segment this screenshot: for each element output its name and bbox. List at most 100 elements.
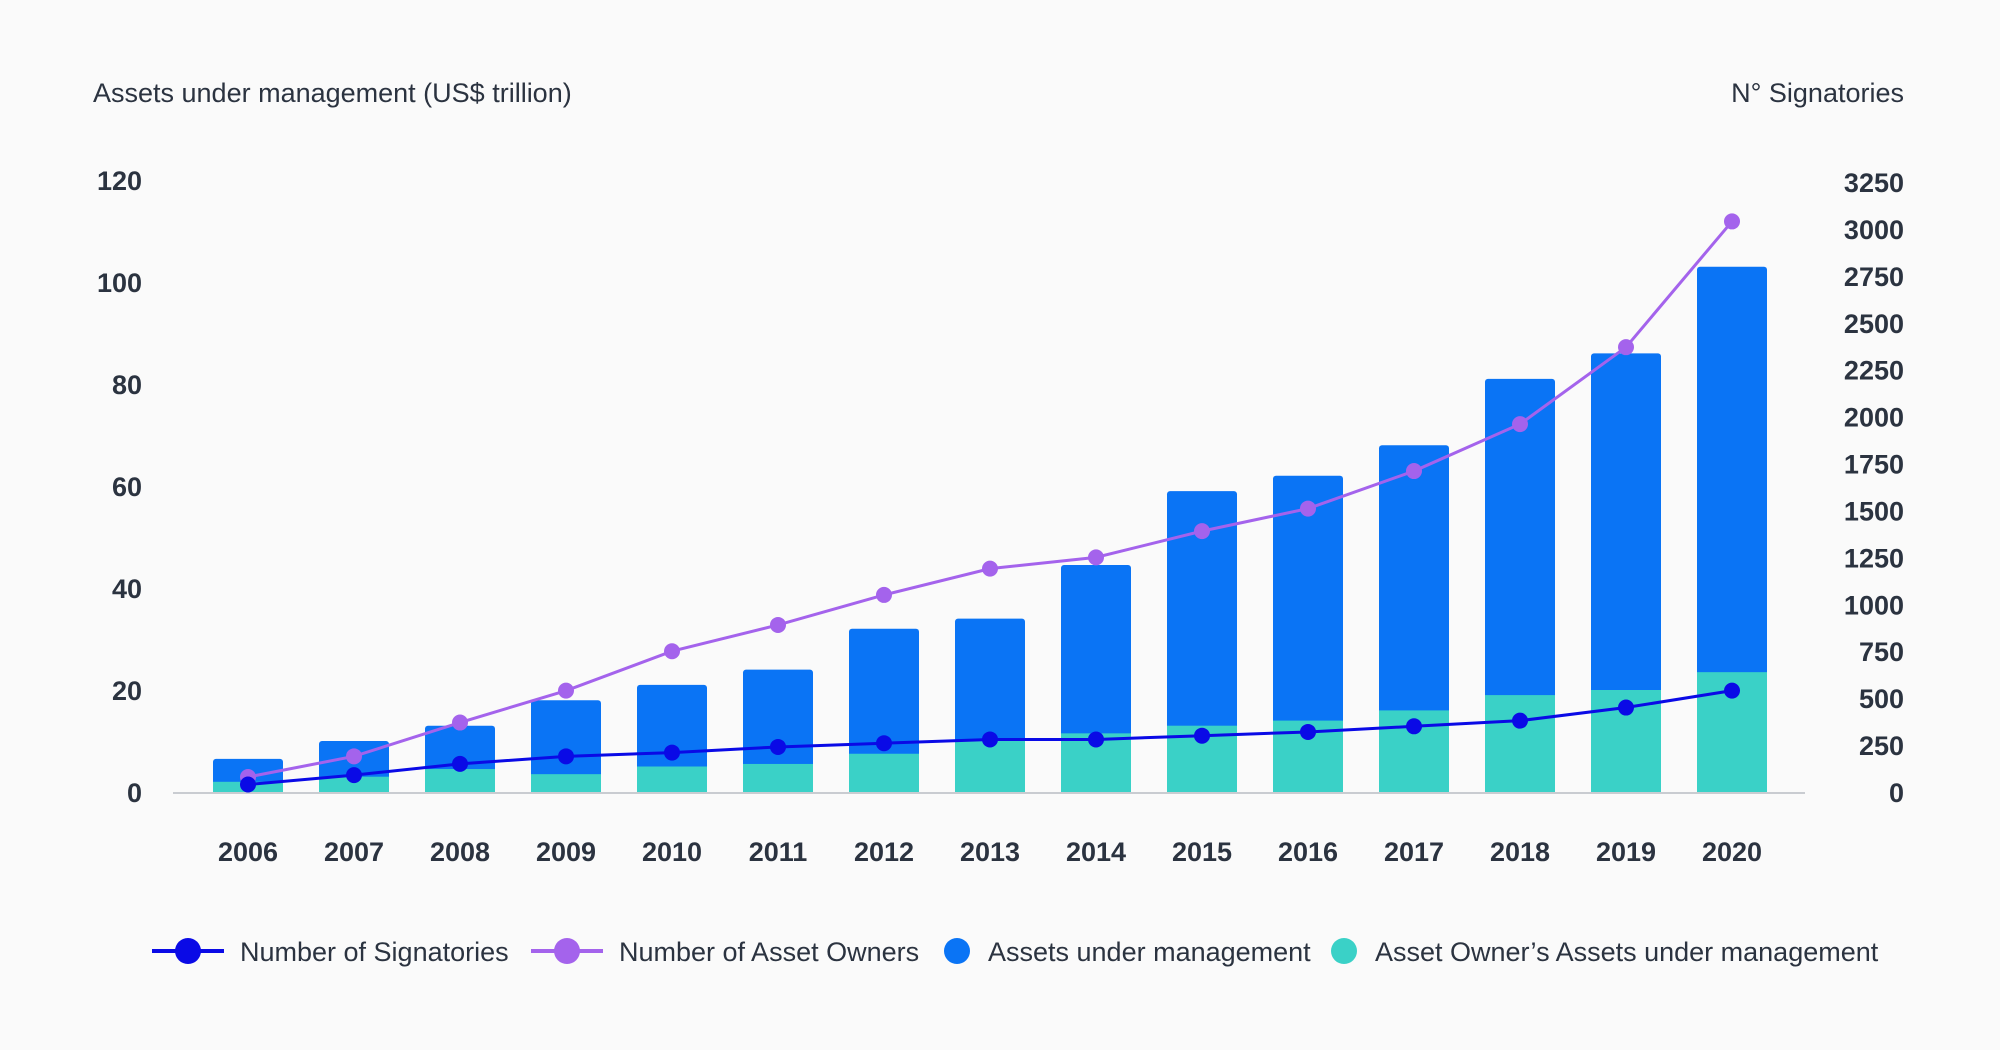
y-left-tick-label: 120 — [97, 166, 142, 196]
point-number-of-asset-owners — [876, 586, 892, 603]
x-tick-label: 2010 — [642, 837, 702, 867]
bar-asset-owners-aum — [1485, 695, 1555, 792]
x-tick-label: 2017 — [1384, 837, 1444, 867]
bar-assets-under-management — [1591, 353, 1661, 792]
bar-assets-under-management — [531, 700, 601, 792]
y-left-axis-title: Assets under management (US$ trillion) — [93, 78, 572, 108]
legend-item: Number of Asset Owners — [531, 937, 919, 967]
legend-label: Number of Asset Owners — [619, 937, 919, 967]
point-number-of-asset-owners — [346, 748, 362, 765]
point-number-of-signatories — [558, 748, 574, 765]
x-tick-label: 2014 — [1066, 837, 1126, 867]
point-number-of-asset-owners — [1406, 463, 1422, 480]
y-right-tick-label: 3000 — [1844, 215, 1904, 245]
point-number-of-asset-owners — [770, 616, 786, 633]
x-tick-label: 2015 — [1172, 837, 1232, 867]
point-number-of-asset-owners — [1300, 500, 1316, 517]
x-tick-label: 2020 — [1702, 837, 1762, 867]
y-right-tick-label: 1250 — [1844, 543, 1904, 573]
point-number-of-asset-owners — [982, 560, 998, 577]
bar-assets-under-management — [1485, 378, 1555, 792]
bar-assets-under-management — [1697, 266, 1767, 792]
bar-assets-under-management — [1379, 445, 1449, 792]
y-right-tick-label: 2250 — [1844, 356, 1904, 386]
point-number-of-signatories — [240, 776, 256, 793]
x-tick-label: 2006 — [218, 837, 278, 867]
legend-marker — [1331, 938, 1357, 964]
x-tick-label: 2009 — [536, 837, 596, 867]
bar-assets-under-management — [849, 628, 919, 792]
bar-assets-under-management — [1273, 475, 1343, 792]
x-tick-label: 2012 — [854, 837, 914, 867]
legend: Number of Signatories Number of Asset Own… — [152, 937, 1879, 967]
bar-asset-owners-aum — [955, 741, 1025, 792]
bar-asset-owners-aum — [849, 753, 919, 792]
point-number-of-signatories — [346, 767, 362, 784]
bar-asset-owners-aum — [743, 763, 813, 792]
x-tick-label: 2008 — [430, 837, 490, 867]
point-number-of-signatories — [1194, 727, 1210, 744]
point-number-of-signatories — [1724, 682, 1740, 699]
x-tick-label: 2011 — [749, 837, 808, 867]
plot-area: 0 20 40 60 80 100 120 0 250 500 750 1000 1250 1500 175… — [97, 166, 1904, 867]
legend-label: Assets under management — [988, 937, 1311, 967]
point-number-of-signatories — [452, 755, 468, 772]
bar-assets-under-management — [637, 684, 707, 792]
bar-asset-owners-aum — [637, 766, 707, 792]
legend-label: Asset Owner’s Assets under management — [1375, 937, 1879, 967]
legend-marker — [944, 938, 970, 964]
y-right-tick-label: 3250 — [1844, 168, 1904, 198]
bar-assets-under-management — [1167, 491, 1237, 792]
point-number-of-asset-owners — [1194, 523, 1210, 540]
legend-item: Number of Signatories — [152, 937, 509, 967]
y-right-tick-label: 2000 — [1844, 403, 1904, 433]
point-number-of-signatories — [1088, 731, 1104, 748]
y-right-tick-label: 1750 — [1844, 450, 1904, 480]
legend-marker — [554, 938, 580, 964]
y-left-tick-label: 60 — [112, 472, 142, 502]
x-tick-label: 2019 — [1596, 837, 1656, 867]
bar-asset-owners-aum — [319, 776, 389, 792]
y-left-tick-label: 80 — [112, 370, 142, 400]
y-left-tick-label: 0 — [127, 778, 142, 808]
x-tick-label: 2013 — [960, 837, 1020, 867]
y-right-tick-label: 2500 — [1844, 309, 1904, 339]
legend-label: Number of Signatories — [240, 937, 509, 967]
point-number-of-asset-owners — [1618, 339, 1634, 356]
x-tick-label: 2016 — [1278, 837, 1338, 867]
point-number-of-signatories — [876, 735, 892, 752]
point-number-of-signatories — [1300, 723, 1316, 740]
y-right-tick-label: 2750 — [1844, 262, 1904, 292]
y-right-axis-title: N° Signatories — [1731, 78, 1904, 108]
legend-item: Assets under management — [944, 937, 1311, 967]
y-right-tick-label: 1000 — [1844, 590, 1904, 620]
y-right-tick-label: 1500 — [1844, 496, 1904, 526]
point-number-of-asset-owners — [558, 682, 574, 699]
point-number-of-asset-owners — [1724, 213, 1740, 230]
point-number-of-asset-owners — [664, 643, 680, 660]
y-right-tick-label: 0 — [1889, 778, 1904, 808]
y-left-tick-label: 40 — [112, 574, 142, 604]
y-left-tick-label: 100 — [97, 268, 142, 298]
point-number-of-signatories — [1406, 718, 1422, 735]
point-number-of-signatories — [1618, 699, 1634, 716]
bar-assets-under-management — [743, 669, 813, 792]
y-right-tick-label: 250 — [1859, 731, 1904, 761]
bar-asset-owners-aum — [425, 769, 495, 792]
point-number-of-asset-owners — [1512, 416, 1528, 433]
point-number-of-asset-owners — [452, 714, 468, 731]
x-tick-label: 2007 — [324, 837, 384, 867]
point-number-of-signatories — [982, 731, 998, 748]
point-number-of-asset-owners — [1088, 549, 1104, 566]
y-right-tick-label: 750 — [1859, 637, 1904, 667]
legend-marker — [175, 938, 201, 964]
legend-item: Asset Owner’s Assets under management — [1331, 937, 1879, 967]
bar-asset-owners-aum — [531, 774, 601, 792]
y-right-tick-label: 500 — [1859, 684, 1904, 714]
point-number-of-signatories — [664, 744, 680, 761]
x-tick-label: 2018 — [1490, 837, 1550, 867]
point-number-of-signatories — [770, 738, 786, 755]
y-left-tick-label: 20 — [112, 676, 142, 706]
point-number-of-signatories — [1512, 712, 1528, 729]
